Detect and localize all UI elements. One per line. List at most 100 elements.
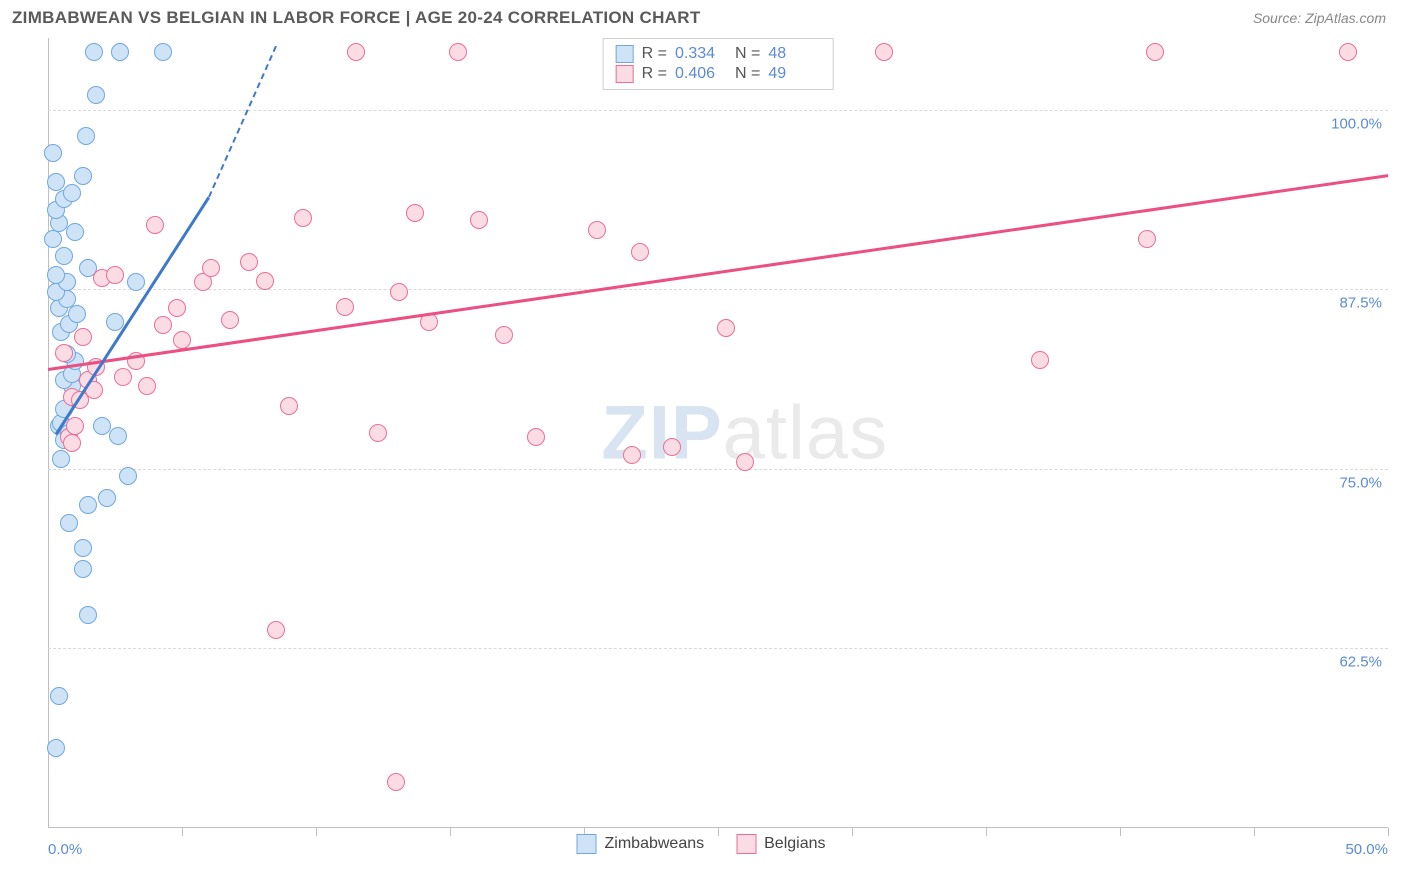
data-point-zimbabweans <box>74 560 92 578</box>
swatch-belgians-icon <box>616 65 634 83</box>
data-point-zimbabweans <box>74 539 92 557</box>
data-point-belgians <box>154 316 172 334</box>
data-point-zimbabweans <box>93 417 111 435</box>
data-point-zimbabweans <box>44 230 62 248</box>
x-tick-mark <box>852 828 853 836</box>
stats-r-label: R = <box>642 65 667 83</box>
data-point-zimbabweans <box>79 496 97 514</box>
data-point-zimbabweans <box>77 127 95 145</box>
data-point-belgians <box>1031 351 1049 369</box>
trend-line-belgians <box>48 174 1388 370</box>
stats-row-belgians: R = 0.406 N = 49 <box>616 65 821 83</box>
data-point-belgians <box>527 428 545 446</box>
data-point-belgians <box>470 211 488 229</box>
stats-r-label: R = <box>642 45 667 63</box>
data-point-belgians <box>221 311 239 329</box>
y-tick-label: 87.5% <box>1339 295 1382 312</box>
trend-line-zimbabweans-dashed <box>208 46 277 198</box>
data-point-belgians <box>66 417 84 435</box>
stats-r-value: 0.334 <box>675 45 727 63</box>
swatch-zimbabweans-icon <box>616 45 634 63</box>
data-point-zimbabweans <box>55 247 73 265</box>
data-point-belgians <box>267 621 285 639</box>
gridline-h <box>48 289 1388 290</box>
data-point-belgians <box>280 397 298 415</box>
data-point-belgians <box>168 299 186 317</box>
data-point-zimbabweans <box>74 167 92 185</box>
data-point-zimbabweans <box>85 43 103 61</box>
gridline-h <box>48 110 1388 111</box>
stats-n-value: 49 <box>768 65 820 83</box>
data-point-belgians <box>240 253 258 271</box>
x-tick-mark <box>450 828 451 836</box>
data-point-zimbabweans <box>50 687 68 705</box>
data-point-zimbabweans <box>47 173 65 191</box>
data-point-belgians <box>495 326 513 344</box>
data-point-belgians <box>406 204 424 222</box>
data-point-belgians <box>387 773 405 791</box>
x-tick-mark <box>986 828 987 836</box>
data-point-zimbabweans <box>119 467 137 485</box>
data-point-belgians <box>256 272 274 290</box>
data-point-belgians <box>663 438 681 456</box>
stats-legend-box: R = 0.334 N = 48 R = 0.406 N = 49 <box>603 38 834 90</box>
legend-label: Belgians <box>764 835 825 853</box>
data-point-belgians <box>138 377 156 395</box>
data-point-belgians <box>875 43 893 61</box>
legend-item-belgians: Belgians <box>736 834 825 854</box>
data-point-belgians <box>631 243 649 261</box>
x-tick-mark <box>1254 828 1255 836</box>
data-point-belgians <box>336 298 354 316</box>
data-point-zimbabweans <box>60 514 78 532</box>
gridline-h <box>48 648 1388 649</box>
stats-n-label: N = <box>735 45 760 63</box>
stats-row-zimbabweans: R = 0.334 N = 48 <box>616 45 821 63</box>
watermark-zip: ZIP <box>601 391 722 476</box>
legend-swatch-zimbabweans-icon <box>577 834 597 854</box>
data-point-belgians <box>74 328 92 346</box>
data-point-belgians <box>347 43 365 61</box>
y-tick-label: 100.0% <box>1331 115 1382 132</box>
legend-swatch-belgians-icon <box>736 834 756 854</box>
data-point-belgians <box>173 331 191 349</box>
chart-header: ZIMBABWEAN VS BELGIAN IN LABOR FORCE | A… <box>0 0 1406 34</box>
gridline-h <box>48 469 1388 470</box>
data-point-belgians <box>114 368 132 386</box>
data-point-belgians <box>1339 43 1357 61</box>
x-tick-label: 0.0% <box>48 841 82 858</box>
data-point-zimbabweans <box>154 43 172 61</box>
data-point-zimbabweans <box>98 489 116 507</box>
bottom-legend: Zimbabweans Belgians <box>577 834 826 854</box>
data-point-belgians <box>146 216 164 234</box>
data-point-zimbabweans <box>47 266 65 284</box>
data-point-belgians <box>736 453 754 471</box>
plot-area: ZIPatlas R = 0.334 N = 48 R = 0.406 N = … <box>48 38 1388 828</box>
data-point-zimbabweans <box>47 739 65 757</box>
chart-area: In Labor Force | Age 20-24 ZIPatlas R = … <box>14 38 1388 884</box>
data-point-belgians <box>63 434 81 452</box>
data-point-zimbabweans <box>63 184 81 202</box>
data-point-belgians <box>1146 43 1164 61</box>
legend-item-zimbabweans: Zimbabweans <box>577 834 705 854</box>
data-point-belgians <box>106 266 124 284</box>
chart-title: ZIMBABWEAN VS BELGIAN IN LABOR FORCE | A… <box>12 8 701 28</box>
stats-r-value: 0.406 <box>675 65 727 83</box>
y-tick-label: 75.0% <box>1339 474 1382 491</box>
data-point-belgians <box>390 283 408 301</box>
x-tick-mark <box>316 828 317 836</box>
data-point-zimbabweans <box>66 223 84 241</box>
data-point-zimbabweans <box>79 606 97 624</box>
data-point-belgians <box>1138 230 1156 248</box>
data-point-belgians <box>623 446 641 464</box>
data-point-zimbabweans <box>44 144 62 162</box>
data-point-belgians <box>588 221 606 239</box>
stats-n-label: N = <box>735 65 760 83</box>
data-point-zimbabweans <box>87 86 105 104</box>
data-point-zimbabweans <box>127 273 145 291</box>
data-point-zimbabweans <box>68 305 86 323</box>
stats-n-value: 48 <box>768 45 820 63</box>
data-point-belgians <box>449 43 467 61</box>
data-point-zimbabweans <box>111 43 129 61</box>
data-point-zimbabweans <box>109 427 127 445</box>
data-point-belgians <box>55 344 73 362</box>
